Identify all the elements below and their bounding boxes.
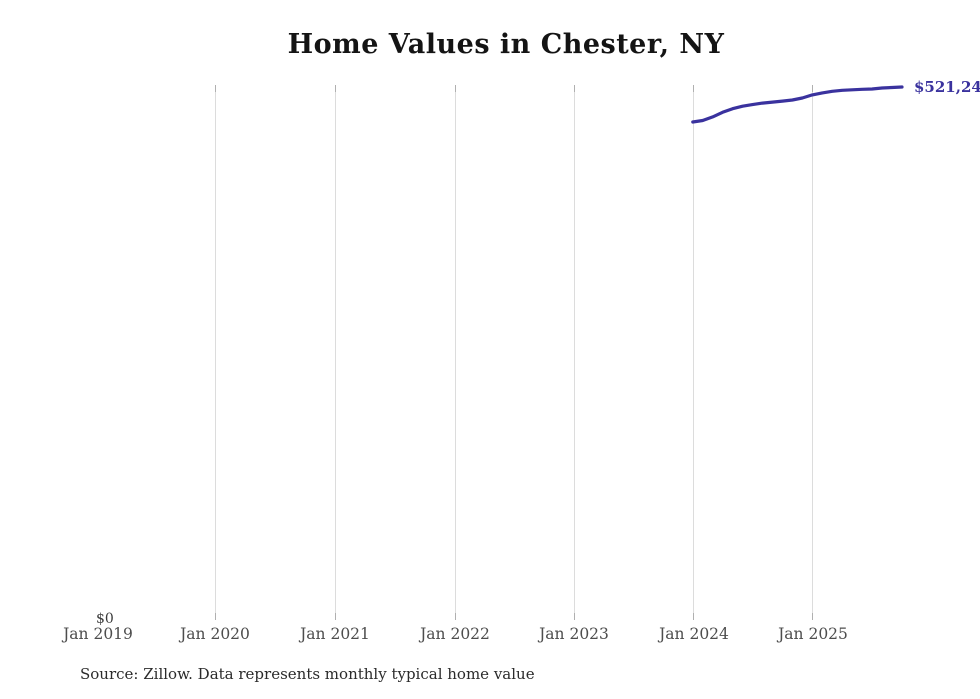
x-tick-jan-2023: Jan 2023 <box>539 625 609 643</box>
x-tick-jan-2019: Jan 2019 <box>63 625 133 643</box>
source-note: Source: Zillow. Data represents monthly … <box>80 665 535 683</box>
gridline-jan-2020 <box>215 85 216 620</box>
gridline-jan-2022 <box>455 85 456 620</box>
chart-title: Home Values in Chester, NY <box>287 29 725 60</box>
latest-value-label: $521,245 <box>914 78 980 96</box>
y-axis-zero-label: $0 <box>96 611 114 627</box>
gridline-jan-2024 <box>693 85 694 620</box>
gridline-jan-2023 <box>574 85 575 620</box>
x-tick-jan-2024: Jan 2024 <box>659 625 729 643</box>
x-tick-jan-2022: Jan 2022 <box>420 625 490 643</box>
x-tick-jan-2020: Jan 2020 <box>180 625 250 643</box>
x-tick-jan-2025: Jan 2025 <box>778 625 848 643</box>
gridline-jan-2025 <box>812 85 813 620</box>
x-tick-jan-2021: Jan 2021 <box>300 625 370 643</box>
home-value-line <box>691 85 904 124</box>
gridline-jan-2021 <box>335 85 336 620</box>
